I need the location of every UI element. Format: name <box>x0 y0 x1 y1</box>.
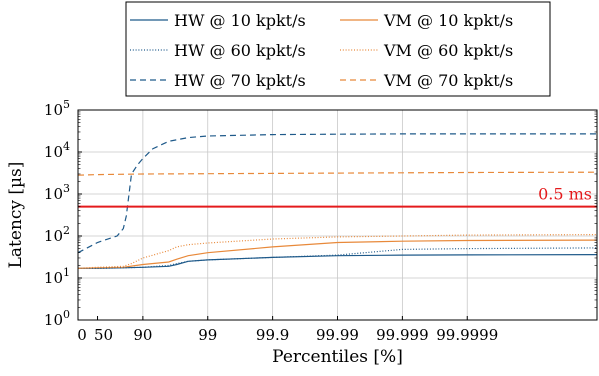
y-tick-exponent: 3 <box>63 182 70 195</box>
y-tick-exponent: 4 <box>63 140 70 153</box>
series-line-vm-dashed <box>77 171 598 176</box>
x-tick-label: 99.9 <box>256 326 289 344</box>
series-line-hw-dotted <box>78 247 598 269</box>
legend-entry-label: HW @ 70 kpkt/s <box>174 71 306 90</box>
y-tick-exponent: 5 <box>63 98 70 111</box>
y-tick-exponent: 0 <box>63 308 70 321</box>
y-tick-label: 105 <box>44 98 70 119</box>
legend-box <box>125 1 551 97</box>
y-tick-exponent: 2 <box>63 224 70 237</box>
y-tick-label: 101 <box>44 266 70 287</box>
x-tick-label: 50 <box>94 326 113 344</box>
x-tick-label: 90 <box>133 326 152 344</box>
x-tick-label: 99 <box>198 326 217 344</box>
legend-entry-label: HW @ 10 kpkt/s <box>174 11 306 30</box>
x-tick-label: 99.999 <box>376 326 429 344</box>
legend-entry-label: VM @ 60 kpkt/s <box>383 41 513 60</box>
legend-entry-label: VM @ 70 kpkt/s <box>383 71 513 90</box>
y-axis-label: Latency [µs] <box>6 162 26 269</box>
y-tick-label: 102 <box>44 224 70 245</box>
legend-entry-label: HW @ 60 kpkt/s <box>174 41 306 60</box>
x-tick-label: 0 <box>77 326 87 344</box>
x-tick-label: 99.99 <box>316 326 359 344</box>
y-tick-label: 100 <box>44 308 70 329</box>
legend: HW @ 10 kpkt/s VM @ 10 kpkt/s HW @ 60 kpkt… <box>125 1 551 97</box>
threshold-label: 0.5 ms <box>538 185 592 204</box>
y-tick-exponent: 1 <box>63 266 70 279</box>
x-axis-label: Percentiles [%] <box>272 347 403 367</box>
legend-entry-label: VM @ 10 kpkt/s <box>383 11 513 30</box>
threshold: 0.5 ms <box>78 185 597 208</box>
series-lines <box>77 133 598 269</box>
grid <box>78 109 597 321</box>
y-tick-label: 103 <box>44 182 70 203</box>
series-line-hw-dashed <box>77 133 597 254</box>
x-tick-label: 99.9999 <box>436 326 498 344</box>
y-tick-label: 104 <box>44 140 70 161</box>
